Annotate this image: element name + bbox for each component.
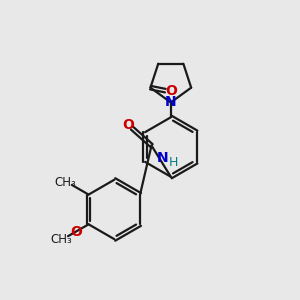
Text: O: O <box>122 118 134 132</box>
Text: H: H <box>168 156 178 169</box>
Text: O: O <box>165 84 177 98</box>
Text: CH₃: CH₃ <box>51 233 72 246</box>
Text: N: N <box>165 95 177 109</box>
Text: O: O <box>70 225 82 239</box>
Text: CH₃: CH₃ <box>55 176 76 189</box>
Text: N: N <box>157 151 168 165</box>
